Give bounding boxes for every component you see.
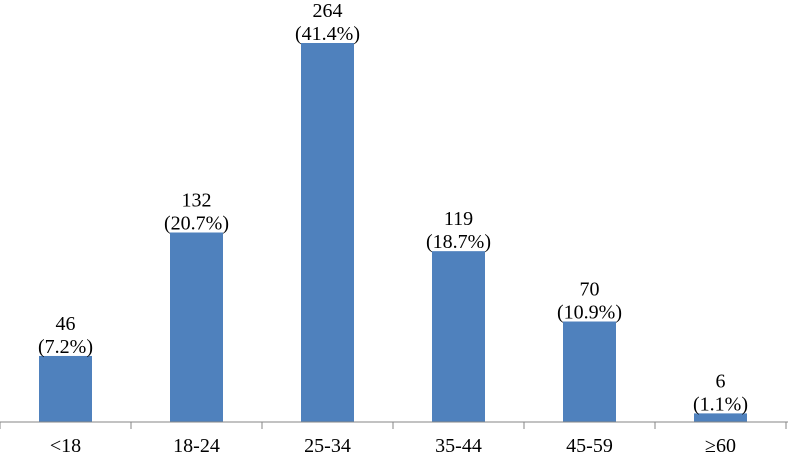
bar [563,321,616,422]
x-tick-label: <18 [50,435,81,457]
data-label-percent: (10.9%) [557,302,622,324]
x-tick-label: 18-24 [173,435,220,457]
bars-group [39,43,747,422]
data-label-value: 70 [580,279,600,301]
data-label-percent: (7.2%) [38,336,93,358]
x-tick-label: 45-59 [566,435,613,457]
data-label-percent: (18.7%) [426,231,491,253]
data-label-value: 6 [716,370,726,392]
x-tick-labels: <18 18-24 25-34 35-44 45-59 ≥60 [50,435,736,457]
bar [301,43,354,422]
data-label-value: 132 [182,190,212,212]
x-tick-label: ≥60 [705,435,736,457]
data-label-value: 119 [444,208,473,230]
x-tick-label: 35-44 [435,435,482,457]
data-label-percent: (20.7%) [164,213,229,235]
data-label-percent: (1.1%) [693,393,748,415]
x-tick-marks [0,422,787,429]
data-label-value: 264 [313,0,343,22]
bar [39,355,92,422]
data-label-percent: (41.4%) [295,23,360,45]
x-tick-label: 25-34 [304,435,351,457]
bar [170,232,223,422]
bar [694,413,747,422]
bar [432,251,485,422]
data-label-value: 46 [56,313,76,335]
data-labels-group: 46(7.2%) 132(20.7%) 264(41.4%) 119(18.7%) 70… [38,0,748,415]
